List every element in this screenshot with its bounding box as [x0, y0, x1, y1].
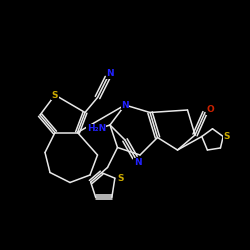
Text: H₂N: H₂N — [87, 124, 106, 133]
Text: N: N — [121, 100, 129, 110]
Text: S: S — [52, 90, 58, 100]
Text: S: S — [224, 132, 230, 141]
Text: O: O — [206, 106, 214, 114]
Text: N: N — [134, 158, 141, 167]
Text: S: S — [118, 174, 124, 183]
Text: N: N — [106, 69, 114, 78]
